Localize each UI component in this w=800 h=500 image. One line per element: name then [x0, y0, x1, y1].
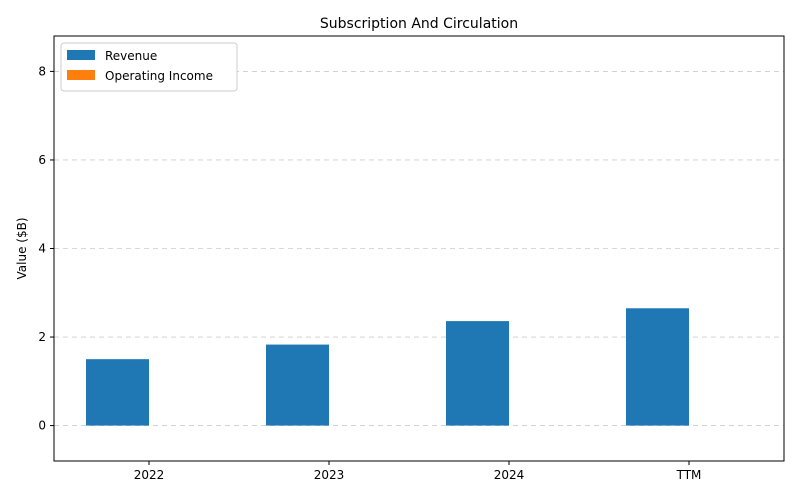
y-tick-label: 6: [38, 153, 46, 167]
bar-revenue: [626, 308, 689, 426]
y-tick-label: 8: [38, 64, 46, 78]
legend-box: [60, 42, 238, 92]
legend-label: Operating Income: [105, 69, 213, 83]
y-ticks: 0 2 4 6 8: [38, 64, 54, 433]
x-ticks: 2022 2023 2024 TTM: [134, 461, 702, 482]
y-axis-title: Value ($B): [15, 218, 29, 280]
legend: Revenue Operating Income: [60, 42, 238, 92]
legend-label: Revenue: [105, 49, 157, 63]
chart-title: Subscription And Circulation: [320, 16, 518, 32]
legend-swatch: [67, 50, 95, 60]
x-tick-label: TTM: [676, 468, 702, 482]
legend-swatch: [67, 70, 95, 80]
bar-revenue: [446, 321, 509, 426]
x-tick-label: 2022: [134, 468, 165, 482]
y-tick-label: 0: [38, 419, 46, 433]
bar-revenue: [86, 359, 149, 426]
x-tick-label: 2024: [494, 468, 525, 482]
bars: [86, 308, 689, 426]
y-tick-label: 2: [38, 330, 46, 344]
bar-revenue: [266, 344, 329, 426]
y-tick-label: 4: [38, 242, 46, 256]
x-tick-label: 2023: [314, 468, 345, 482]
grid-lines: [54, 71, 784, 426]
